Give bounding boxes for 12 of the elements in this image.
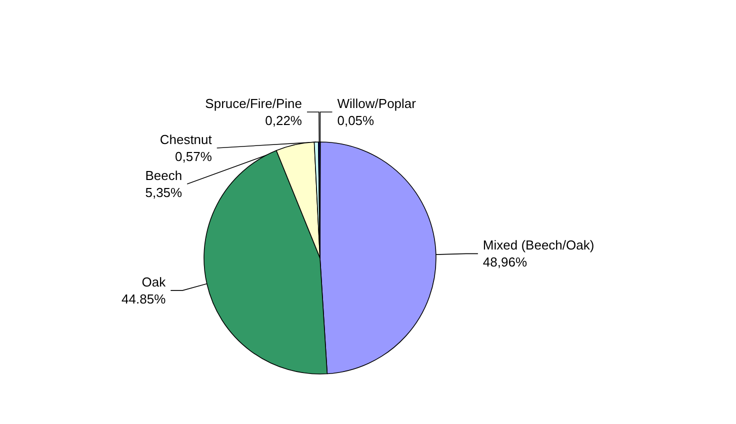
data-label: 0,57% bbox=[175, 149, 212, 164]
slice-label: Oak bbox=[142, 274, 166, 290]
data-label: 5,35% bbox=[145, 185, 183, 200]
slice-label: Mixed (Beech/Oak) bbox=[482, 238, 594, 253]
slice-label: Willow/Poplar bbox=[337, 96, 417, 111]
slice-label: Chestnut bbox=[160, 132, 212, 148]
slice-label: Spruce/Fire/Pine bbox=[205, 96, 302, 112]
data-label: 44.85% bbox=[122, 291, 166, 306]
slice-label: Beech bbox=[145, 168, 182, 184]
data-label: 0,22% bbox=[265, 113, 302, 128]
data-label: 0,05% bbox=[337, 113, 375, 128]
data-label: 48,96% bbox=[482, 254, 528, 270]
